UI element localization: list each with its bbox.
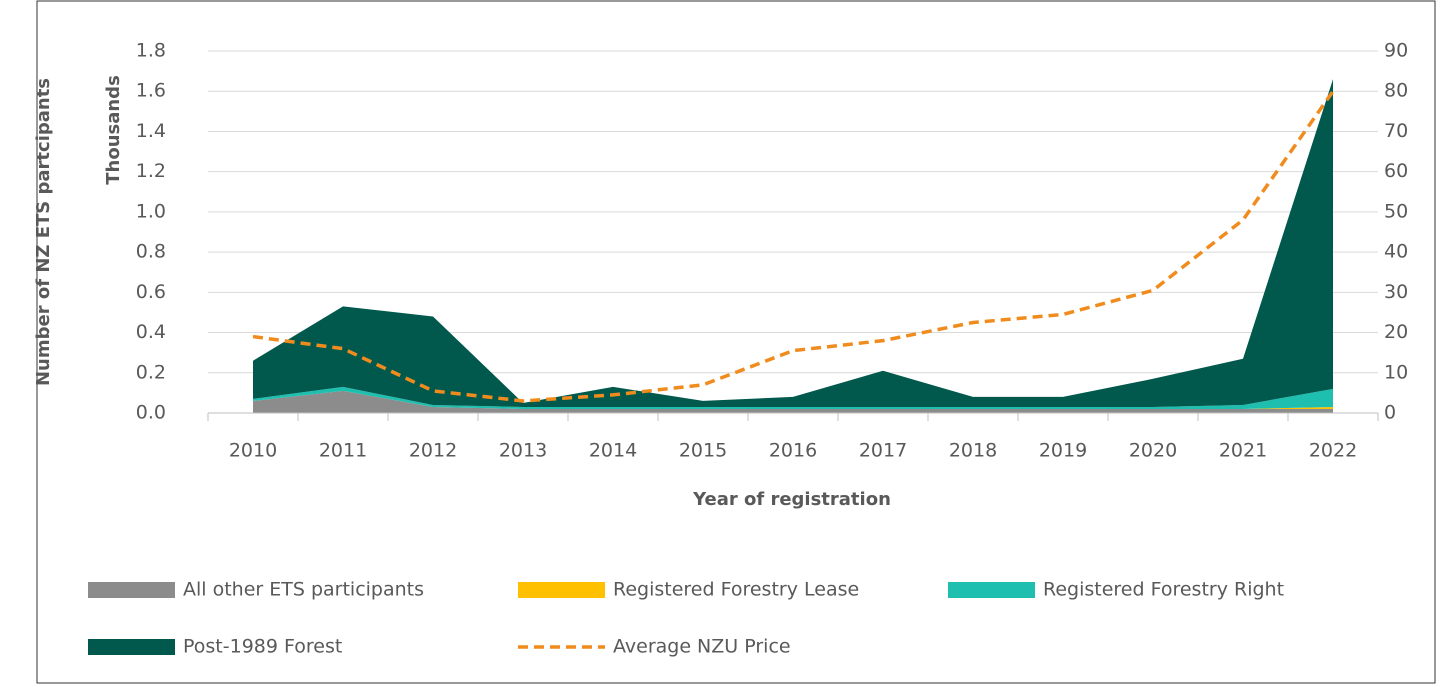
y-tick-label: 0.2 <box>136 361 166 383</box>
y2-tick-label: 40 <box>1384 241 1408 263</box>
x-tick-label: 2019 <box>1039 440 1087 462</box>
y-tick-label: 1.0 <box>136 200 166 222</box>
y2-tick-label: 30 <box>1384 281 1408 303</box>
x-axis-title: Year of registration <box>692 489 891 510</box>
legend-label: Registered Forestry Right <box>1043 579 1284 601</box>
legend-swatch <box>518 582 605 598</box>
x-tick-label: 2014 <box>589 440 637 462</box>
x-tick-label: 2015 <box>679 440 727 462</box>
area <box>253 390 1333 413</box>
area <box>253 79 1333 407</box>
x-tick-label: 2020 <box>1129 440 1177 462</box>
legend-label: Average NZU Price <box>613 636 791 658</box>
y2-tick-label: 60 <box>1384 160 1408 182</box>
x-tick-label: 2018 <box>949 440 997 462</box>
y-tick-label: 0.8 <box>136 241 166 263</box>
x-tick-label: 2017 <box>859 440 907 462</box>
legend-label: Post-1989 Forest <box>183 636 342 658</box>
y-tick-label: 0.6 <box>136 281 166 303</box>
legend-swatch <box>88 639 175 655</box>
y2-tick-label: 50 <box>1384 200 1408 222</box>
y-tick-label: 1.8 <box>136 40 166 62</box>
legend-label: All other ETS participants <box>183 579 424 601</box>
y2-tick-label: 20 <box>1384 321 1408 343</box>
x-tick-label: 2013 <box>499 440 547 462</box>
x-tick-label: 2011 <box>319 440 367 462</box>
y2-tick-label: 70 <box>1384 120 1408 142</box>
x-tick-label: 2016 <box>769 440 817 462</box>
x-tick-label: 2012 <box>409 440 457 462</box>
y2-tick-label: 90 <box>1384 40 1408 62</box>
y2-tick-label: 0 <box>1384 402 1396 424</box>
y-tick-label: 0.0 <box>136 402 166 424</box>
y2-tick-label: 80 <box>1384 80 1408 102</box>
y-tick-label: 0.4 <box>136 321 166 343</box>
x-tick-label: 2021 <box>1219 440 1267 462</box>
legend-swatch <box>948 582 1035 598</box>
y-axis-title: Number of NZ ETS partcipants <box>33 78 54 386</box>
area <box>253 386 1333 409</box>
y-axis-unit: Thousands <box>103 75 124 185</box>
chart-frame <box>36 0 1436 684</box>
legend-swatch <box>88 582 175 598</box>
y2-tick-label: 10 <box>1384 361 1408 383</box>
legend-label: Registered Forestry Lease <box>613 579 859 601</box>
y-tick-label: 1.4 <box>136 120 166 142</box>
x-tick-label: 2022 <box>1309 440 1357 462</box>
y-tick-label: 1.2 <box>136 160 166 182</box>
y-tick-label: 1.6 <box>136 80 166 102</box>
x-tick-label: 2010 <box>229 440 277 462</box>
